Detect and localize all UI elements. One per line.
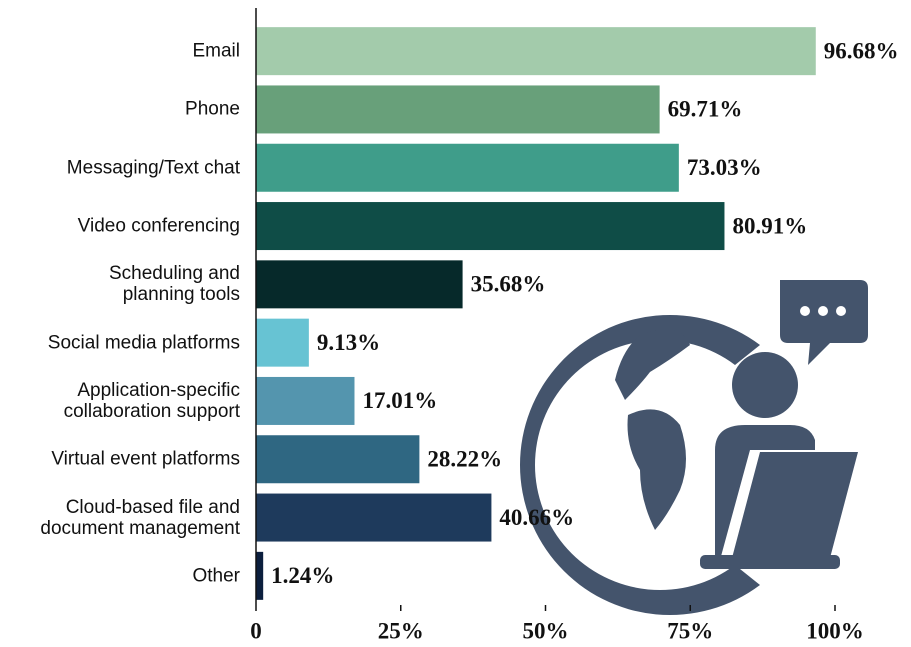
category-label: Social media platforms <box>47 332 240 354</box>
x-tick-label: 75% <box>667 618 713 643</box>
category-label: Scheduling and planning tools <box>109 263 240 306</box>
value-label: 69.71% <box>668 97 743 122</box>
bar <box>256 318 309 367</box>
value-label: 9.13% <box>317 330 380 355</box>
category-label: Phone <box>185 98 240 120</box>
value-label: 40.66% <box>499 505 574 530</box>
bar <box>256 260 463 309</box>
bar <box>256 143 679 192</box>
x-tick-label: 0 <box>250 618 262 643</box>
bar <box>256 202 725 251</box>
value-label: 17.01% <box>362 388 437 413</box>
value-label: 73.03% <box>687 155 762 180</box>
value-label: 1.24% <box>271 563 334 588</box>
bar <box>256 493 492 542</box>
value-label: 28.22% <box>427 447 502 472</box>
category-label: Other <box>192 565 240 587</box>
category-label: Virtual event platforms <box>51 448 240 470</box>
category-label: Cloud-based file and document management <box>40 496 240 539</box>
category-label: Messaging/Text chat <box>66 157 240 179</box>
x-tick-label: 25% <box>378 618 424 643</box>
bar <box>256 435 420 484</box>
category-label: Email <box>192 40 240 62</box>
bar <box>256 376 355 425</box>
value-label: 96.68% <box>824 38 899 63</box>
value-label: 35.68% <box>471 272 546 297</box>
bar <box>256 85 660 134</box>
icon <box>520 280 868 615</box>
category-label: Application-specific collaboration suppo… <box>63 379 240 422</box>
bar <box>256 27 816 76</box>
x-tick-label: 50% <box>523 618 569 643</box>
bar <box>256 551 264 600</box>
category-label: Video conferencing <box>77 215 240 237</box>
value-label: 80.91% <box>732 213 807 238</box>
x-tick-label: 100% <box>806 618 864 643</box>
